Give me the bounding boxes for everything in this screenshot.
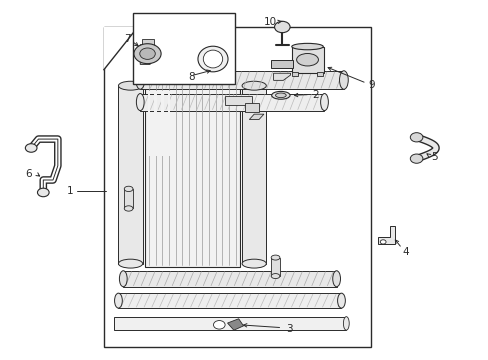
Circle shape xyxy=(25,144,37,152)
Bar xyxy=(140,94,324,111)
Polygon shape xyxy=(103,27,138,70)
Text: 1: 1 xyxy=(67,186,74,196)
Circle shape xyxy=(274,21,289,33)
Text: 7: 7 xyxy=(123,35,130,44)
Bar xyxy=(161,91,163,156)
Polygon shape xyxy=(227,319,243,330)
Ellipse shape xyxy=(337,293,345,308)
Ellipse shape xyxy=(275,93,285,98)
Bar xyxy=(142,40,154,45)
Polygon shape xyxy=(273,73,290,80)
Polygon shape xyxy=(140,45,155,64)
Bar xyxy=(103,27,370,347)
Bar xyxy=(118,293,341,308)
Ellipse shape xyxy=(114,293,122,308)
Text: 8: 8 xyxy=(188,72,195,82)
Bar xyxy=(154,91,157,156)
Bar xyxy=(242,86,266,264)
Circle shape xyxy=(213,320,224,329)
Ellipse shape xyxy=(124,206,133,211)
Circle shape xyxy=(134,44,161,64)
Bar xyxy=(133,13,234,84)
Text: 5: 5 xyxy=(430,152,437,162)
Circle shape xyxy=(140,48,155,59)
Ellipse shape xyxy=(136,71,144,89)
Ellipse shape xyxy=(242,81,266,90)
Ellipse shape xyxy=(136,94,144,111)
Bar xyxy=(271,257,279,276)
Ellipse shape xyxy=(339,71,347,89)
Bar xyxy=(291,46,323,73)
Ellipse shape xyxy=(332,271,340,287)
Text: 4: 4 xyxy=(401,247,408,257)
Text: 3: 3 xyxy=(285,324,292,334)
Bar xyxy=(224,96,251,105)
Circle shape xyxy=(380,240,386,244)
Bar xyxy=(291,72,297,76)
Ellipse shape xyxy=(242,259,266,268)
Polygon shape xyxy=(249,114,264,120)
Bar xyxy=(140,71,343,89)
Bar xyxy=(124,189,133,208)
Ellipse shape xyxy=(271,274,279,279)
Bar xyxy=(113,317,346,330)
Ellipse shape xyxy=(271,91,289,99)
Bar xyxy=(145,82,239,267)
Bar xyxy=(118,86,142,264)
Bar xyxy=(244,103,259,112)
Ellipse shape xyxy=(291,43,323,50)
Circle shape xyxy=(38,188,49,197)
Text: 6: 6 xyxy=(25,168,32,179)
Ellipse shape xyxy=(118,259,142,268)
Ellipse shape xyxy=(203,50,222,68)
Ellipse shape xyxy=(124,186,133,192)
Bar xyxy=(123,271,336,287)
Circle shape xyxy=(409,154,422,163)
Bar xyxy=(271,60,292,68)
Ellipse shape xyxy=(343,317,348,330)
Bar xyxy=(167,91,170,156)
Ellipse shape xyxy=(320,94,328,111)
Text: 10: 10 xyxy=(263,17,276,27)
Ellipse shape xyxy=(296,54,318,66)
Ellipse shape xyxy=(119,271,127,287)
Ellipse shape xyxy=(271,255,279,260)
Ellipse shape xyxy=(118,81,142,90)
Polygon shape xyxy=(377,226,394,244)
Ellipse shape xyxy=(198,46,227,72)
Bar xyxy=(147,91,150,156)
Text: 2: 2 xyxy=(312,90,318,100)
Bar xyxy=(317,72,323,76)
Circle shape xyxy=(409,133,422,142)
Text: 9: 9 xyxy=(367,80,374,90)
